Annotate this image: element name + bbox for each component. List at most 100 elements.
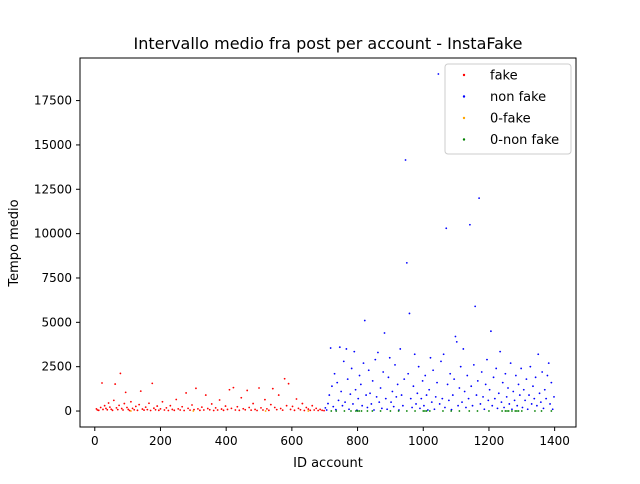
data-point [491, 404, 494, 407]
data-point [157, 409, 160, 412]
legend-marker [462, 73, 466, 77]
data-point [471, 404, 474, 407]
x-tick-label: 1400 [539, 434, 570, 448]
data-point [525, 378, 528, 380]
data-point [536, 404, 538, 407]
data-point [414, 410, 416, 412]
data-point [248, 406, 251, 409]
data-point [122, 409, 124, 411]
data-point [397, 410, 400, 412]
data-point [324, 406, 327, 409]
data-point [445, 227, 448, 230]
data-point [524, 399, 526, 402]
plot-area-frame [79, 57, 577, 428]
data-point [367, 369, 370, 372]
data-point [179, 409, 182, 411]
data-point [449, 372, 452, 375]
data-point [303, 409, 306, 412]
data-point [289, 408, 292, 411]
data-point [436, 381, 438, 384]
data-point [394, 364, 396, 366]
x-tick-label: 600 [280, 434, 303, 448]
data-point [212, 409, 215, 412]
data-point [533, 397, 536, 400]
data-point [504, 410, 507, 412]
data-point [428, 410, 431, 412]
data-point [537, 353, 540, 356]
data-point [405, 410, 408, 412]
data-point [319, 408, 322, 411]
data-point [415, 403, 417, 405]
data-point [551, 408, 554, 411]
data-point [334, 408, 337, 411]
data-point [325, 409, 328, 411]
data-point [446, 383, 449, 386]
data-point [175, 398, 178, 401]
data-point [462, 348, 465, 350]
data-point [204, 394, 207, 396]
data-point [486, 358, 488, 361]
data-point [434, 395, 437, 398]
data-point [146, 408, 149, 411]
data-point [478, 197, 480, 200]
data-point [208, 408, 211, 411]
data-point [490, 330, 492, 333]
data-point [465, 406, 467, 409]
data-point [118, 404, 120, 407]
data-point [183, 409, 186, 412]
data-point [545, 397, 548, 400]
data-point [396, 383, 399, 386]
data-point [517, 383, 520, 386]
data-point [301, 402, 304, 405]
data-point [539, 401, 542, 404]
y-tick-label: 0 [64, 404, 72, 418]
data-point [475, 394, 478, 396]
data-point [515, 410, 518, 412]
data-point [340, 390, 343, 393]
data-point [543, 388, 546, 391]
x-tick-label: 800 [346, 434, 369, 448]
data-point [405, 262, 408, 264]
data-point [317, 409, 320, 412]
data-point [191, 404, 193, 406]
data-point [441, 397, 444, 400]
data-point [269, 403, 272, 406]
data-point [507, 410, 510, 412]
x-axis-label: ID account [293, 456, 363, 471]
data-point [425, 410, 428, 412]
data-point [458, 387, 461, 389]
data-point [459, 365, 462, 368]
data-point [514, 410, 517, 412]
data-point [246, 389, 249, 392]
data-point [350, 410, 352, 412]
data-point [528, 394, 530, 396]
data-point [358, 410, 361, 412]
data-point [542, 407, 545, 410]
data-point [102, 408, 104, 411]
data-point [370, 403, 373, 405]
legend-marker [462, 95, 466, 98]
y-tick-label: 15000 [34, 138, 72, 152]
data-point [479, 403, 482, 405]
data-point [451, 394, 454, 396]
data-point [357, 397, 360, 400]
data-point [105, 407, 107, 410]
data-point [476, 379, 479, 382]
legend-marker [462, 116, 466, 120]
data-point [256, 409, 258, 412]
data-point [377, 351, 379, 354]
data-point [262, 409, 264, 411]
data-point [335, 410, 338, 412]
data-point [193, 408, 195, 411]
data-point [112, 399, 115, 402]
data-point [232, 386, 235, 389]
data-point [356, 410, 359, 412]
data-point [133, 408, 136, 411]
data-point [444, 406, 446, 409]
data-point [503, 406, 505, 409]
y-tick-label: 7500 [41, 271, 72, 285]
data-point [484, 383, 487, 386]
data-point [141, 408, 144, 410]
legend-label: 0-non fake [490, 133, 559, 148]
data-point [99, 406, 102, 409]
